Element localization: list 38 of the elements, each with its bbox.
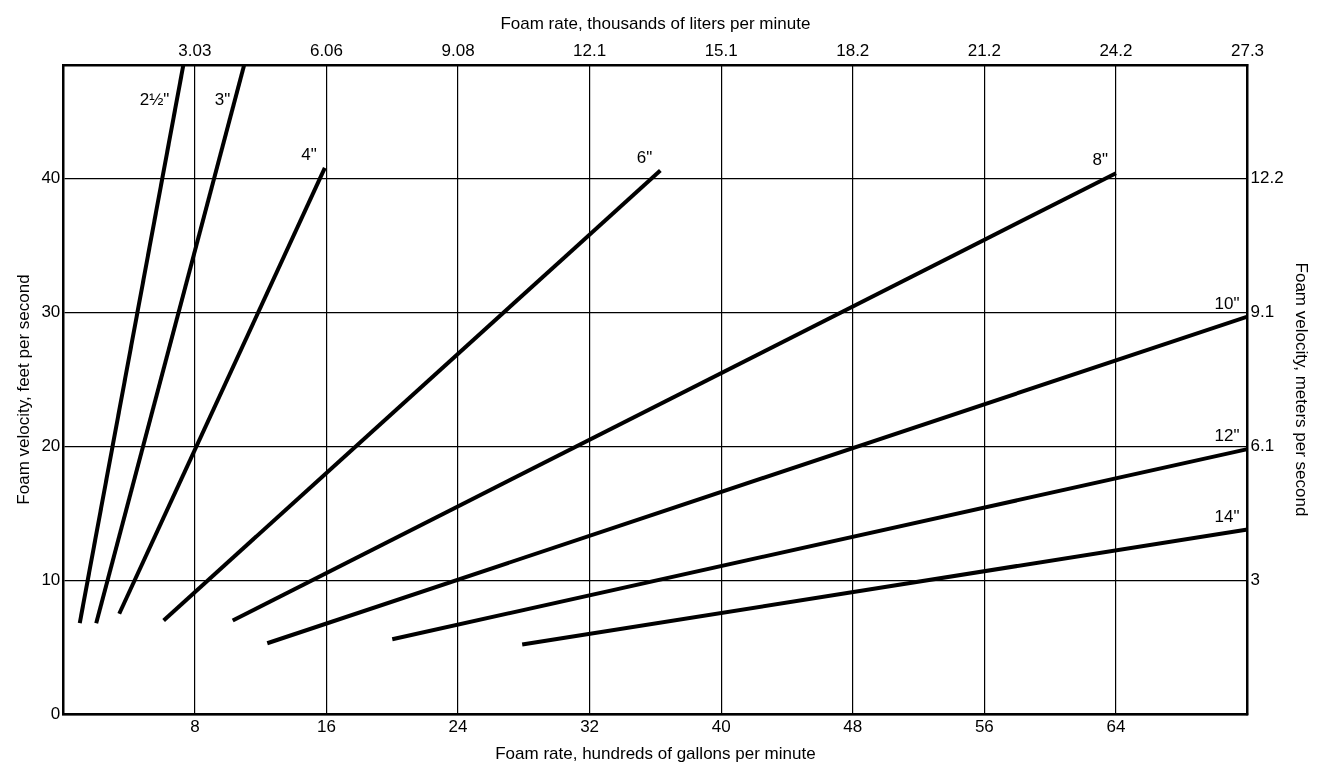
y-axis-title: Foam velocity, feet per second	[13, 274, 33, 505]
y2-axis-title: Foam velocity, meters per second	[1292, 262, 1312, 517]
x-tick-label: 40	[711, 717, 731, 737]
x2-tick-label: 3.03	[178, 41, 212, 61]
series-label: 2½"	[139, 89, 170, 109]
x2-tick-label: 21.2	[967, 41, 1001, 61]
x2-tick-label: 18.2	[836, 41, 870, 61]
y-tick-label: 30	[41, 302, 61, 322]
series-label: 4"	[301, 145, 317, 165]
y-tick-label: 40	[41, 168, 61, 188]
x-tick-label: 48	[843, 717, 863, 737]
y-tick-label: 10	[41, 569, 61, 589]
y2-tick-label: 12.2	[1250, 168, 1284, 188]
x2-tick-label: 15.1	[704, 41, 738, 61]
y2-tick-label: 3	[1250, 569, 1260, 589]
x-tick-label: 64	[1106, 717, 1126, 737]
series-label: 10"	[1214, 293, 1240, 313]
x2-tick-label: 12.1	[573, 41, 607, 61]
series-label: 12"	[1214, 426, 1240, 446]
x-tick-label: 16	[317, 717, 336, 737]
x2-tick-label: 6.06	[309, 41, 344, 61]
series-label: 3"	[214, 89, 231, 109]
x2-tick-label: 27.3	[1230, 41, 1265, 61]
x2-axis-title: Foam rate, thousands of liters per minute	[500, 13, 811, 33]
series-label: 6"	[636, 147, 653, 167]
x-tick-label: 8	[190, 717, 200, 737]
x2-tick-label: 9.08	[441, 41, 475, 61]
y-tick-label: 0	[50, 703, 61, 723]
x-tick-label: 32	[580, 717, 600, 737]
y-tick-label: 20	[41, 436, 61, 456]
y2-tick-label: 9.1	[1250, 302, 1275, 322]
series-label: 14"	[1214, 506, 1240, 526]
x-axis-title: Foam rate, hundreds of gallons per minute	[495, 744, 816, 764]
x-tick-label: 56	[974, 717, 994, 737]
x-tick-label: 24	[448, 717, 468, 737]
y2-tick-label: 6.1	[1250, 436, 1275, 456]
series-label: 8"	[1092, 150, 1108, 170]
x2-tick-label: 24.2	[1099, 41, 1133, 61]
